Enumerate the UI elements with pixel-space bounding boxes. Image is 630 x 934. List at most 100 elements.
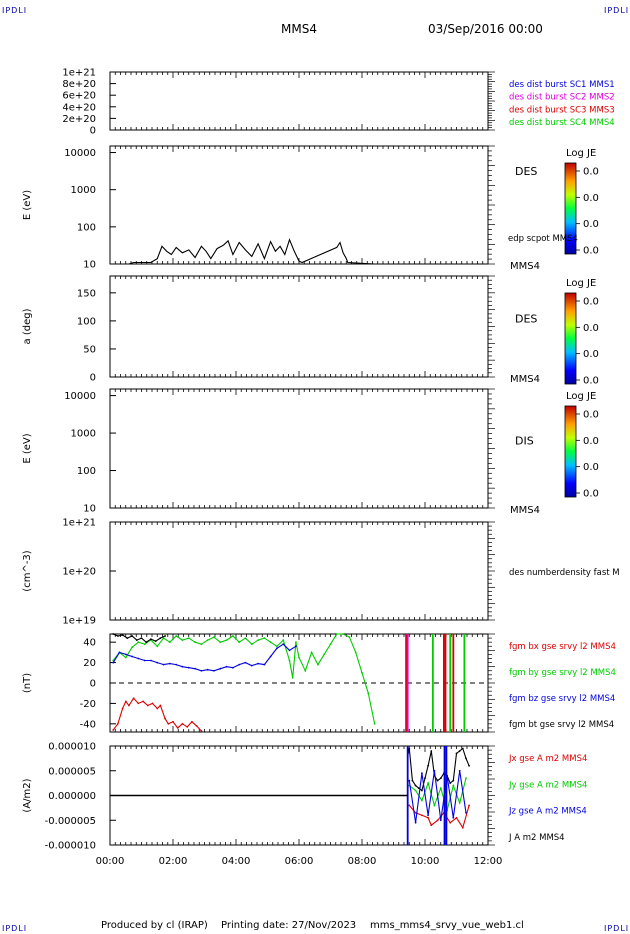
fgm-series-point bbox=[127, 704, 130, 707]
fgm-series-point bbox=[117, 722, 119, 725]
fgm-series-point bbox=[143, 659, 146, 662]
time-tick-label: 12:00 bbox=[474, 856, 503, 867]
des-pitch-y-tick-label: 50 bbox=[83, 344, 96, 355]
current-series-point bbox=[465, 811, 467, 814]
burst-legend-entry: des dist burst SC4 MMS4 bbox=[509, 118, 615, 128]
des-energy-colorbar-title: Log JE bbox=[566, 148, 596, 159]
time-tick-label: 04:00 bbox=[222, 856, 251, 867]
dis-energy-y-tick-label: 10000 bbox=[64, 391, 96, 402]
fgm-series-point bbox=[181, 665, 184, 668]
current-y-tick-label: 0.000000 bbox=[48, 791, 96, 802]
fgm-series-point bbox=[194, 641, 197, 644]
fgm-series-point bbox=[298, 656, 300, 659]
current-series-point bbox=[452, 779, 455, 782]
current-series-point bbox=[449, 821, 452, 824]
current-series-point bbox=[468, 764, 470, 767]
fgm-series-point bbox=[186, 726, 189, 728]
fgm-series-point bbox=[276, 647, 278, 650]
current-y-tick-label: 0.000005 bbox=[48, 766, 96, 777]
fgm-series-point bbox=[132, 697, 135, 700]
current-series-point bbox=[436, 819, 439, 822]
fgm-series-point bbox=[131, 655, 134, 658]
dis-energy-colorbar-tick-label: 0.0 bbox=[583, 410, 599, 421]
fgm-y-tick-label: -40 bbox=[80, 719, 96, 730]
current-series-point bbox=[427, 816, 429, 819]
current-series-point bbox=[421, 799, 423, 802]
burst-legend-entry: des dist burst SC3 MMS3 bbox=[509, 105, 615, 115]
fgm-series-point bbox=[168, 641, 171, 644]
fgm-series-point bbox=[329, 643, 332, 646]
current-series-point bbox=[452, 784, 455, 787]
fgm-series-point bbox=[367, 692, 370, 695]
fgm-series-point bbox=[244, 637, 247, 639]
dis-energy-frame bbox=[109, 388, 489, 509]
current-series-point bbox=[468, 804, 470, 807]
des-pitch-colorbar-tick-label: 0.0 bbox=[583, 323, 599, 334]
current-series-point bbox=[465, 757, 467, 760]
density-y-axis-label: (cm^-3) bbox=[22, 550, 33, 591]
current-legend-entry: Jx gse A m2 MMS4 bbox=[508, 754, 587, 764]
des-energy-colorbar-tick-label: 0.0 bbox=[583, 193, 599, 204]
current-series-point bbox=[421, 814, 423, 817]
current-series-point bbox=[439, 777, 442, 780]
dis-energy-y-tick-label: 100 bbox=[77, 466, 96, 477]
current-series-point bbox=[414, 784, 417, 787]
current-series-point bbox=[458, 750, 461, 752]
fgm-series-point bbox=[168, 662, 171, 665]
fgm-series-point bbox=[282, 643, 285, 646]
fgm-legend-entry: fgm bx gse srvy l2 MMS4 bbox=[509, 642, 616, 652]
fgm-series-point bbox=[156, 707, 159, 710]
fgm-series-point bbox=[137, 641, 140, 644]
current-series-point bbox=[436, 779, 439, 782]
fgm-series-point bbox=[263, 663, 266, 666]
current-series-point bbox=[411, 779, 414, 782]
time-tick-label: 00:00 bbox=[96, 856, 125, 867]
burst-frame bbox=[109, 71, 489, 131]
fgm-series-point bbox=[195, 725, 198, 727]
des-pitch-y-axis-label: a (deg) bbox=[22, 308, 33, 344]
fgm-series-point bbox=[164, 717, 167, 720]
des-pitch-colorbar-tick-label: 0.0 bbox=[583, 376, 599, 387]
current-series-point bbox=[414, 789, 417, 792]
current-series-point bbox=[439, 787, 442, 789]
des-pitch-y-tick-label: 0 bbox=[90, 373, 96, 384]
fgm-series-point bbox=[323, 653, 326, 656]
date-title: 03/Sep/2016 00:00 bbox=[428, 22, 543, 36]
des-pitch-colorbar bbox=[564, 292, 577, 385]
burst-legend-entry: des dist burst SC1 MMS1 bbox=[509, 80, 615, 90]
fgm-series-point bbox=[159, 704, 162, 707]
burst-y-tick-label: 4e+20 bbox=[62, 102, 96, 113]
current-series-point bbox=[433, 804, 436, 807]
des-energy-y-axis-label: E (eV) bbox=[22, 190, 33, 220]
dis-energy-satellite-label: MMS4 bbox=[510, 505, 540, 516]
fgm-y-axis-label: (nT) bbox=[22, 673, 33, 693]
fgm-series-point bbox=[181, 639, 184, 641]
fgm-series-point bbox=[140, 637, 143, 639]
burst-y-tick-label: 1e+21 bbox=[62, 68, 96, 79]
des-energy-y-tick-label: 10000 bbox=[64, 148, 96, 159]
current-series-point bbox=[433, 769, 436, 772]
fgm-series-point bbox=[213, 669, 215, 672]
fgm-series-point bbox=[200, 643, 203, 646]
current-y-tick-label: -0.000010 bbox=[45, 841, 96, 852]
des-energy-colorbar bbox=[564, 162, 577, 255]
current-series-point bbox=[455, 816, 458, 819]
des-energy-satellite-label: MMS4 bbox=[510, 261, 540, 272]
fgm-series-point bbox=[131, 646, 134, 649]
current-series-point bbox=[458, 802, 461, 804]
des-energy-y-tick-label: 10 bbox=[83, 260, 96, 271]
current-y-tick-label: -0.000005 bbox=[45, 816, 96, 827]
current-series-point bbox=[461, 826, 464, 829]
fgm-series-point bbox=[225, 665, 228, 668]
fgm-series-point bbox=[354, 651, 357, 654]
corner-label-top-right: IPDLI bbox=[604, 6, 630, 15]
current-series-point bbox=[408, 804, 411, 807]
fgm-series-point bbox=[348, 636, 351, 638]
current-series-point bbox=[430, 824, 433, 827]
fgm-series-point bbox=[137, 702, 140, 705]
des-energy-scpot-line bbox=[128, 238, 375, 265]
des-energy-colorbar-tick-label: 0.0 bbox=[583, 246, 599, 257]
time-tick-label: 08:00 bbox=[348, 856, 377, 867]
fgm-series-point bbox=[238, 663, 241, 666]
